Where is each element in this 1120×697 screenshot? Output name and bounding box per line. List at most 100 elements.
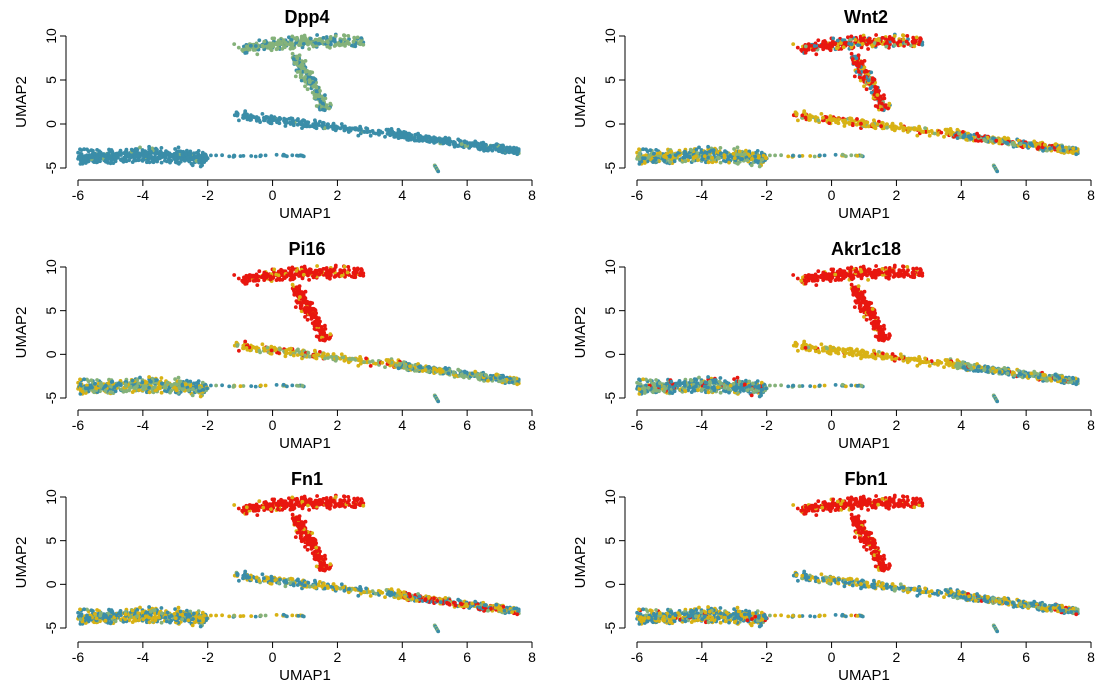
point bbox=[991, 136, 995, 140]
point bbox=[249, 384, 253, 388]
y-tick-label: 0 bbox=[43, 350, 59, 358]
point bbox=[174, 156, 178, 160]
y-axis-label: UMAP2 bbox=[13, 76, 30, 128]
point bbox=[402, 360, 406, 364]
point bbox=[104, 389, 108, 393]
point bbox=[278, 117, 282, 121]
point bbox=[939, 131, 943, 135]
point bbox=[95, 378, 99, 382]
point bbox=[290, 384, 294, 388]
point bbox=[174, 386, 178, 390]
point bbox=[245, 51, 249, 55]
point bbox=[844, 121, 848, 125]
point bbox=[199, 395, 203, 399]
point bbox=[191, 157, 195, 161]
point bbox=[829, 118, 833, 122]
point bbox=[439, 140, 443, 144]
point bbox=[285, 351, 289, 355]
point bbox=[236, 343, 240, 347]
point bbox=[255, 52, 259, 56]
point bbox=[325, 334, 329, 338]
point bbox=[335, 357, 339, 361]
point bbox=[503, 379, 507, 383]
point bbox=[902, 265, 906, 269]
point bbox=[328, 102, 332, 106]
point bbox=[923, 126, 927, 130]
point bbox=[652, 152, 656, 156]
point bbox=[79, 157, 83, 161]
point bbox=[884, 45, 888, 49]
point bbox=[364, 126, 368, 130]
point bbox=[359, 270, 363, 274]
point bbox=[768, 154, 772, 158]
point bbox=[334, 265, 338, 269]
point bbox=[321, 97, 325, 101]
point bbox=[760, 158, 764, 162]
point bbox=[95, 387, 99, 391]
point bbox=[486, 149, 490, 153]
point bbox=[299, 306, 303, 310]
point bbox=[818, 154, 822, 158]
point bbox=[290, 38, 294, 42]
point bbox=[874, 89, 878, 93]
point bbox=[232, 273, 236, 277]
point bbox=[343, 34, 347, 38]
point bbox=[314, 41, 318, 45]
x-tick-label: 8 bbox=[528, 417, 536, 433]
point bbox=[891, 38, 895, 42]
point bbox=[201, 388, 205, 392]
x-axis-label: UMAP1 bbox=[838, 205, 890, 222]
point bbox=[302, 42, 306, 46]
y-tick-label: -5 bbox=[43, 162, 59, 175]
point bbox=[329, 37, 333, 41]
point bbox=[180, 387, 184, 391]
point bbox=[716, 156, 720, 160]
point bbox=[141, 157, 145, 161]
point bbox=[352, 267, 356, 271]
x-tick-label: 2 bbox=[334, 187, 342, 203]
point bbox=[291, 283, 295, 287]
point bbox=[383, 135, 387, 139]
point bbox=[850, 52, 854, 56]
point bbox=[484, 143, 488, 147]
point bbox=[813, 155, 817, 159]
point bbox=[292, 57, 296, 61]
point bbox=[320, 124, 324, 128]
point bbox=[804, 45, 808, 49]
point bbox=[78, 378, 82, 382]
point bbox=[880, 108, 884, 112]
point bbox=[855, 154, 859, 158]
point bbox=[825, 115, 829, 119]
point bbox=[296, 384, 300, 388]
point bbox=[899, 122, 903, 126]
point bbox=[160, 146, 164, 150]
point bbox=[854, 61, 858, 65]
point bbox=[298, 53, 302, 57]
point bbox=[321, 102, 325, 106]
point bbox=[751, 151, 755, 155]
point bbox=[884, 103, 888, 107]
point bbox=[194, 155, 198, 159]
point bbox=[292, 123, 296, 127]
point bbox=[205, 156, 209, 160]
point bbox=[284, 354, 288, 358]
point bbox=[876, 42, 880, 46]
point bbox=[180, 157, 184, 161]
point bbox=[144, 384, 148, 388]
point bbox=[262, 271, 266, 275]
point bbox=[209, 154, 213, 158]
point bbox=[894, 127, 898, 131]
point bbox=[398, 362, 402, 366]
point bbox=[849, 35, 853, 39]
point bbox=[921, 130, 925, 134]
point bbox=[93, 152, 97, 156]
point bbox=[308, 355, 312, 359]
point bbox=[321, 332, 325, 336]
point bbox=[140, 150, 144, 154]
point bbox=[258, 119, 262, 123]
point bbox=[452, 141, 456, 145]
point bbox=[962, 135, 966, 139]
